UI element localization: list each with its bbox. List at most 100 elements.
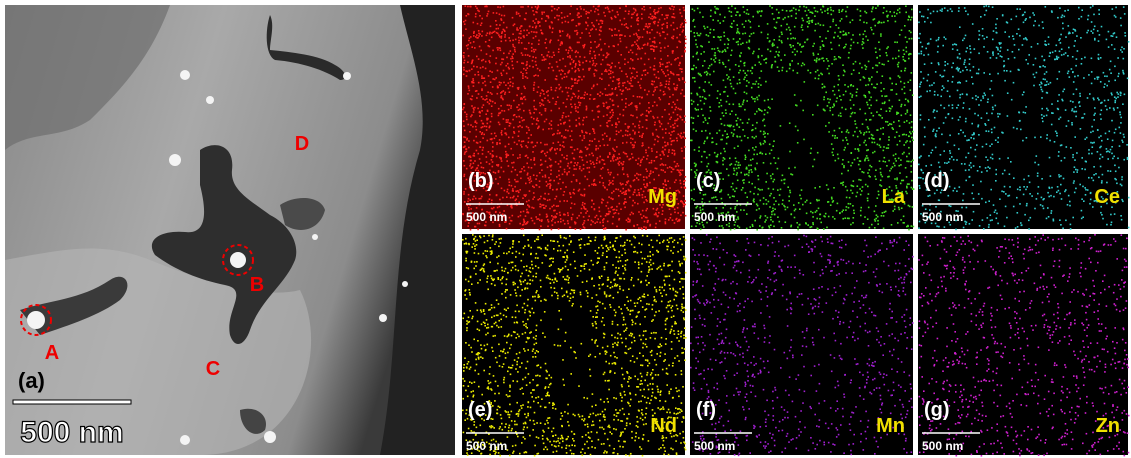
map-dot <box>599 156 601 158</box>
map-dot <box>584 92 586 94</box>
map-dot <box>1068 25 1070 27</box>
map-dot <box>512 44 514 46</box>
map-dot <box>977 170 979 172</box>
map-dot <box>730 208 732 210</box>
map-dot <box>644 196 646 198</box>
map-dot <box>580 102 582 104</box>
map-dot <box>612 223 614 225</box>
map-dot <box>921 53 923 55</box>
map-dot <box>1073 111 1075 113</box>
map-dot <box>640 188 642 190</box>
map-dot <box>607 108 609 110</box>
map-dot <box>1117 107 1119 109</box>
map-dot <box>966 94 968 96</box>
map-dot <box>469 90 471 92</box>
map-dot <box>1058 190 1060 192</box>
map-dot <box>607 144 609 146</box>
map-dot <box>625 193 627 195</box>
map-dot <box>610 160 612 162</box>
map-dot <box>670 117 672 119</box>
map-dot <box>732 183 734 185</box>
map-dot <box>547 100 549 102</box>
map-dot <box>486 156 488 158</box>
map-dot <box>567 130 569 132</box>
map-dot <box>852 222 854 224</box>
map-dot <box>906 161 908 163</box>
map-dot <box>604 133 606 135</box>
map-dot <box>654 101 656 103</box>
map-dot <box>1044 84 1046 86</box>
map-dot <box>899 8 901 10</box>
map-dot <box>536 142 538 144</box>
map-dot <box>808 9 810 11</box>
map-dot <box>861 190 863 192</box>
map-dot <box>888 144 890 146</box>
map-dot <box>644 64 646 66</box>
map-dot <box>711 84 713 86</box>
map-dot <box>1088 153 1090 155</box>
map-dot <box>568 163 570 165</box>
map-dot <box>595 29 597 31</box>
map-dot <box>741 140 743 142</box>
map-dot <box>842 9 844 11</box>
map-dot <box>944 70 946 72</box>
map-dot <box>1047 192 1049 194</box>
map-dot <box>743 209 745 211</box>
map-dot <box>578 80 580 82</box>
map-dot <box>858 148 860 150</box>
map-dot <box>606 122 608 124</box>
map-dot <box>468 40 470 42</box>
map-dot <box>860 179 862 181</box>
map-dot <box>768 188 770 190</box>
map-dot <box>469 37 471 39</box>
map-dot <box>837 154 839 156</box>
map-dot <box>768 201 770 203</box>
map-dot <box>668 123 670 125</box>
map-dot <box>662 147 664 149</box>
map-dot <box>577 42 579 44</box>
map-dot <box>512 53 514 55</box>
map-dot <box>911 225 913 227</box>
map-dot <box>612 183 614 185</box>
map-dot <box>1048 83 1050 85</box>
map-dot <box>770 219 772 221</box>
map-dot <box>546 181 548 183</box>
map-dot <box>823 6 825 8</box>
map-dot <box>613 191 615 193</box>
map-dot <box>820 222 822 224</box>
map-dot <box>842 163 844 165</box>
map-dot <box>997 223 999 225</box>
map-dot <box>489 46 491 48</box>
map-dot <box>640 115 642 117</box>
map-dot <box>899 172 901 174</box>
map-dot <box>694 149 696 151</box>
map-dot <box>581 32 583 34</box>
map-dot <box>533 146 535 148</box>
map-dot <box>778 158 780 160</box>
map-dot <box>836 101 838 103</box>
map-dot <box>711 64 713 66</box>
map-dot <box>737 180 739 182</box>
map-dot <box>473 85 475 87</box>
map-dot <box>579 23 581 25</box>
map-dot <box>716 161 718 163</box>
map-dot <box>516 29 518 31</box>
map-dot <box>840 99 842 101</box>
map-dot <box>557 66 559 68</box>
map-dot <box>938 199 940 201</box>
map-dot <box>705 194 707 196</box>
map-dot <box>615 17 617 19</box>
map-dot <box>903 144 905 146</box>
map-dot <box>749 48 751 50</box>
map-dot <box>497 207 499 209</box>
map-dot <box>614 28 616 30</box>
map-dot <box>658 22 660 24</box>
map-dot <box>531 117 533 119</box>
map-dot <box>857 192 859 194</box>
map-dot <box>758 48 760 50</box>
map-dot <box>886 110 888 112</box>
map-dot <box>636 109 638 111</box>
map-dot <box>1058 118 1060 120</box>
map-dot <box>749 35 751 37</box>
map-dot <box>519 33 521 35</box>
